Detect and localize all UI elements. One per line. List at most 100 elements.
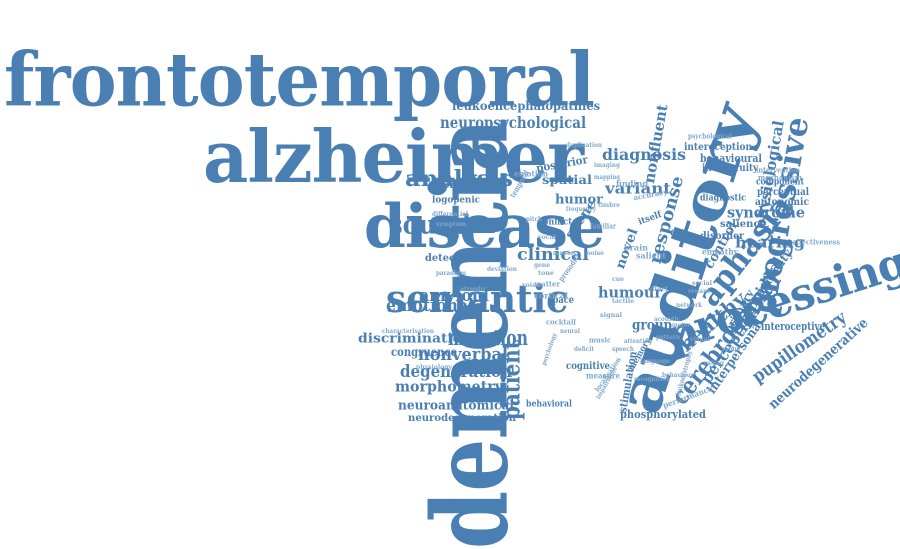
word-behavioral: behavioral xyxy=(526,399,572,410)
word-range: range xyxy=(722,346,740,354)
word-diagnostic: diagnostic xyxy=(700,193,747,204)
word-autonomic: autonomic xyxy=(755,196,809,208)
word-tactile: tactile xyxy=(612,298,635,306)
word-rating: rating xyxy=(704,360,724,368)
word-leukoencephalopathies: leukoencephalopathies xyxy=(452,99,601,114)
word-neurodegeneration: neurodegeneration xyxy=(408,412,517,424)
word-social: social xyxy=(692,280,712,288)
word-perceptual: perceptual xyxy=(757,186,809,198)
word-incongruity: incongruity xyxy=(702,162,758,174)
word-measure: measure xyxy=(586,370,621,381)
word-neural: neural xyxy=(560,328,580,336)
word-detection: detection xyxy=(425,252,478,264)
word-variant: variant xyxy=(605,179,671,198)
word-characterisation: characterisation xyxy=(382,328,435,336)
word-logopenic: logopenic xyxy=(432,195,481,206)
word-disease: disease xyxy=(364,191,605,262)
word-biomarker: biomarker xyxy=(432,179,491,191)
word-mechanism: mechanism xyxy=(758,172,803,183)
word-gene: gene xyxy=(534,262,550,270)
word-imaging: imaging xyxy=(594,162,620,170)
word-reward: reward xyxy=(688,288,711,296)
word-emotional: emotional xyxy=(386,296,474,317)
word-intervention: intervention xyxy=(756,165,800,175)
word-pattern: pattern xyxy=(656,334,680,342)
word-nonverbal: nonverbal xyxy=(418,344,509,366)
word-voice: voice xyxy=(522,282,540,290)
word-frontotemporal: frontotemporal xyxy=(4,37,595,124)
word-morphometry: morphometry xyxy=(395,377,503,396)
word-deviation: deviation xyxy=(487,266,518,274)
word-effect: effect xyxy=(648,286,668,294)
word-space: space xyxy=(548,294,575,306)
word-mutation: mutation xyxy=(448,324,528,350)
word-disorder: disorder xyxy=(700,230,744,242)
word-signal: signal xyxy=(600,312,623,320)
word-neuroanatomical: neuroanatomical xyxy=(398,398,514,414)
word-spatial: spatial xyxy=(542,173,592,188)
word-timbre: timbre xyxy=(598,202,620,210)
word-congruence: congruence xyxy=(391,345,458,360)
word-humor: humor xyxy=(555,192,603,208)
word-language: language xyxy=(640,358,671,366)
word-sound: sound xyxy=(389,210,471,241)
word-symptom: symptom xyxy=(436,221,467,229)
word-psychology: psychology xyxy=(540,332,559,367)
word-phosphorylated: phosphorylated xyxy=(620,407,706,421)
word-attention: attention xyxy=(624,338,652,346)
word-amyloid: amyloid xyxy=(419,286,490,307)
word-brain: brain xyxy=(624,242,649,253)
word-hearing: hearing xyxy=(735,233,805,252)
word-pitch: pitch xyxy=(526,216,543,224)
word-sensory: sensory xyxy=(553,250,578,258)
word-tone: tone xyxy=(538,270,554,278)
word-finding: finding xyxy=(616,178,649,189)
word-salient: salient xyxy=(636,250,667,261)
word-mapping: mapping xyxy=(594,174,620,182)
word-familiar: familiar xyxy=(590,221,617,231)
word-salience: salience xyxy=(720,218,766,230)
word-speech: speech xyxy=(612,346,635,354)
word-vocal: vocal xyxy=(538,234,557,242)
word-matter: matter xyxy=(534,279,561,289)
word-discrimination: discrimination xyxy=(358,331,473,347)
word-semantic: semantic xyxy=(386,275,568,321)
word-emotion: emotion xyxy=(514,168,548,179)
word-recognition: recognition xyxy=(634,376,671,384)
word-acoustic: acoustic xyxy=(654,316,681,324)
word-psychological: psychological xyxy=(688,131,732,141)
word-network: network xyxy=(676,302,703,310)
word-nonfluent: nonfluent xyxy=(639,102,672,185)
word-behavioural: behavioural xyxy=(700,151,762,165)
word-humour: humour xyxy=(598,283,662,302)
word-neuropsychological: neuropsychological xyxy=(440,112,587,132)
word-atrophy: atrophy xyxy=(460,286,487,294)
word-component: component xyxy=(756,177,805,188)
word-cocktail: cocktail xyxy=(546,317,576,327)
word-paradigm: paradigm xyxy=(436,270,467,278)
word-conflict: conflict xyxy=(538,217,572,228)
word-differential: differential xyxy=(432,211,469,219)
word-interoception: interoception xyxy=(684,141,752,153)
word-frequency: frequency xyxy=(566,206,596,214)
word-alzheimer: alzheimer xyxy=(203,113,584,199)
word-cognitive: cognitive xyxy=(566,360,611,372)
word-music: music xyxy=(589,335,612,345)
word-noise: noise xyxy=(586,250,605,258)
word-duplication: duplication xyxy=(566,142,602,150)
word-motor: motor xyxy=(672,322,691,330)
word-behaviour: behaviour xyxy=(662,372,694,380)
word-degeneration: degeneration xyxy=(400,362,513,383)
word-diagnosis: diagnosis xyxy=(602,144,687,164)
word-group: group xyxy=(632,317,673,334)
word-deficit: deficit xyxy=(574,346,594,354)
word-analysis: analysis xyxy=(405,165,513,192)
word-effectiveness: effectiveness xyxy=(792,237,841,247)
word-interoceptive: interoceptive xyxy=(761,319,826,333)
word-syndrome: syndrome xyxy=(727,203,805,222)
word-physiology: physiology xyxy=(416,364,452,372)
word-cortical: cortical xyxy=(534,290,569,301)
word-cue: cue xyxy=(612,276,624,284)
word-visual: visual xyxy=(690,336,711,344)
